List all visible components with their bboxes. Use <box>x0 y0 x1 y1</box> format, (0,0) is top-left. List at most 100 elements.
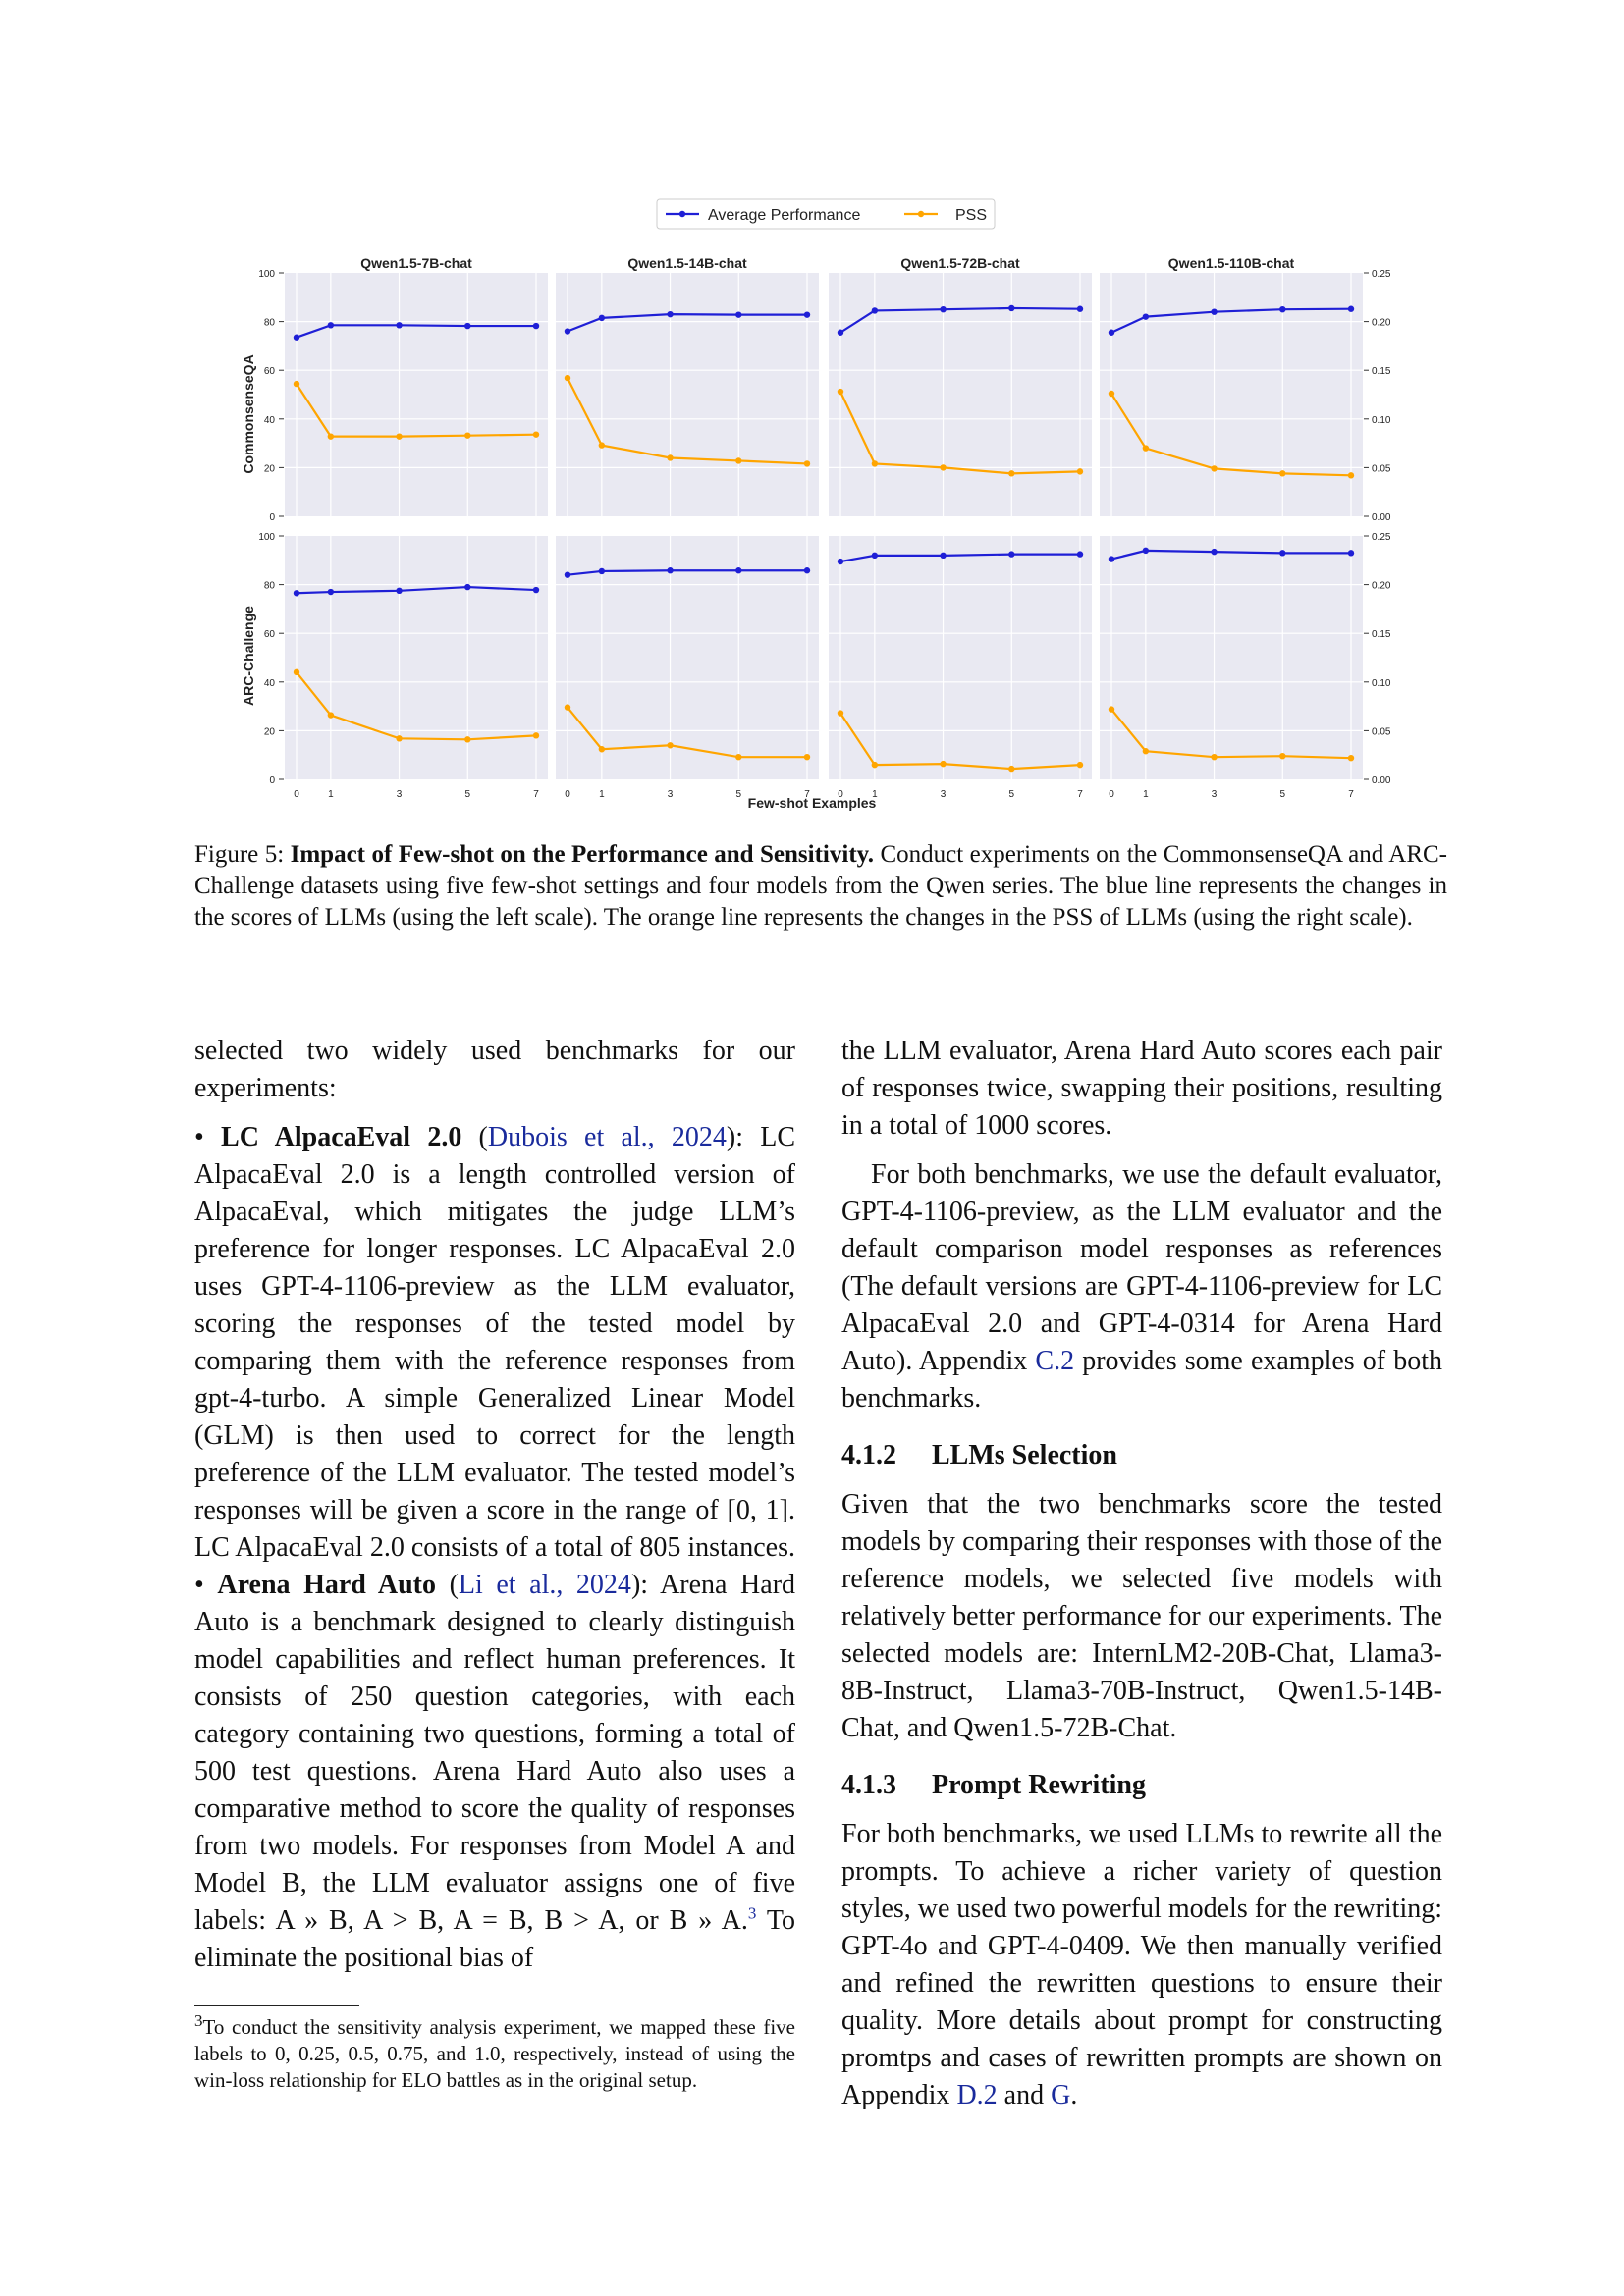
pss-point <box>667 454 674 461</box>
x-tick-label: 3 <box>1212 789 1218 800</box>
left-tick-label: 60 <box>264 366 276 377</box>
performance-point <box>871 307 879 314</box>
pss-point <box>837 710 844 717</box>
right-tick-label: 0.25 <box>1372 269 1391 280</box>
footnote-ref[interactable]: 3 <box>747 1903 757 1923</box>
right-tick-label: 0.20 <box>1372 581 1391 592</box>
section-number: 4.1.2 <box>841 1440 896 1470</box>
performance-point <box>803 311 811 318</box>
x-tick-label: 1 <box>1143 789 1149 800</box>
x-tick-label: 5 <box>1280 789 1286 800</box>
performance-point <box>1076 305 1084 312</box>
performance-point <box>1142 547 1150 555</box>
caption-title: Impact of Few-shot on the Performance an… <box>290 841 875 868</box>
pss-point <box>396 433 403 440</box>
left-tick-label: 40 <box>264 678 276 689</box>
performance-point <box>532 322 540 330</box>
performance-point <box>464 322 471 330</box>
row-label-arc-challenge: ARC-Challenge <box>241 606 256 706</box>
pss-point <box>1279 752 1286 760</box>
performance-point <box>598 314 606 322</box>
pss-point <box>803 753 811 761</box>
left-tick-label: 0 <box>269 512 275 523</box>
pss-point <box>598 442 606 449</box>
performance-point <box>735 567 742 574</box>
panel-title: Qwen1.5-7B-chat <box>360 255 472 271</box>
paragraph-text: For both benchmarks, we used LLMs to rew… <box>841 1819 1442 2110</box>
panel-background <box>829 273 1092 516</box>
x-tick-label: 3 <box>397 789 403 800</box>
performance-point <box>667 567 674 574</box>
pss-point <box>1347 472 1355 479</box>
bullet-lc-alpacaeval: • LC AlpacaEval 2.0 (Dubois et al., 2024… <box>194 1122 796 1563</box>
performance-point <box>1347 305 1355 312</box>
x-tick-label: 7 <box>533 789 539 800</box>
performance-point <box>464 583 471 591</box>
left-tick-label: 0 <box>269 775 275 786</box>
performance-point <box>327 322 335 329</box>
x-axis-label: Few-shot Examples <box>748 795 877 811</box>
paragraph: Given that the two benchmarks score the … <box>841 1489 1442 1743</box>
performance-point <box>327 588 335 596</box>
pss-point <box>1008 765 1015 773</box>
performance-point <box>1008 304 1015 312</box>
paragraph-text: and <box>1003 2080 1045 2110</box>
appendix-link[interactable]: G <box>1051 2080 1071 2110</box>
pss-point <box>871 761 879 769</box>
x-tick-label: 1 <box>599 789 605 800</box>
x-tick-label: 7 <box>1348 789 1354 800</box>
pss-point <box>1008 470 1015 477</box>
performance-point <box>1347 550 1355 557</box>
footnote-text: To conduct the sensitivity analysis expe… <box>194 2015 795 2092</box>
right-tick-label: 0.25 <box>1372 532 1391 543</box>
figure-caption: Figure 5: Impact of Few-shot on the Perf… <box>194 839 1447 934</box>
paragraph: For both benchmarks, we use the default … <box>841 1156 1442 1417</box>
pss-point <box>327 433 335 440</box>
pss-point <box>1211 753 1218 761</box>
performance-point <box>1008 551 1015 558</box>
pss-point <box>564 704 571 711</box>
figure-5: Average Performance PSS Qwen1.5-7B-chat Q… <box>241 198 1391 811</box>
pss-point <box>1347 754 1355 762</box>
right-tick-label: 0.15 <box>1372 366 1391 377</box>
row-label-commonsenseqa: CommonsenseQA <box>241 354 256 473</box>
pss-point <box>293 380 300 388</box>
pss-point <box>1142 748 1150 755</box>
x-tick-label: 5 <box>736 789 742 800</box>
pss-point <box>1076 761 1084 769</box>
bullet-text: LC AlpacaEval 2.0 is a length controlled… <box>194 1122 796 1563</box>
right-tick-label: 0.10 <box>1372 415 1391 426</box>
pss-point <box>940 760 947 768</box>
paragraph-text: . <box>1070 2080 1078 2110</box>
panel-background <box>829 536 1092 779</box>
section-title: LLMs Selection <box>932 1440 1117 1470</box>
performance-point <box>871 552 879 560</box>
pss-point <box>564 374 571 382</box>
appendix-link[interactable]: C.2 <box>1035 1346 1075 1376</box>
footnote-rule <box>194 2005 359 2006</box>
performance-point <box>564 328 571 335</box>
performance-point <box>532 586 540 594</box>
pss-point <box>1108 390 1115 398</box>
performance-point <box>1279 550 1286 557</box>
performance-point <box>1279 306 1286 313</box>
citation-link[interactable]: Li et al., 2024 <box>458 1570 631 1600</box>
appendix-link[interactable]: D.2 <box>956 2080 998 2110</box>
performance-point <box>598 567 606 575</box>
paragraph: the LLM evaluator, Arena Hard Auto score… <box>841 1036 1442 1141</box>
performance-point <box>293 334 300 341</box>
right-tick-label: 0.05 <box>1372 463 1391 474</box>
section-title: Prompt Rewriting <box>932 1770 1146 1800</box>
bullet-title: LC AlpacaEval 2.0 <box>221 1122 462 1152</box>
citation-link[interactable]: Dubois et al., 2024 <box>487 1122 727 1152</box>
performance-point <box>1211 308 1218 315</box>
performance-point <box>396 322 403 329</box>
performance-point <box>940 306 947 313</box>
performance-point <box>1108 556 1115 562</box>
paragraph: selected two widely used benchmarks for … <box>194 1036 795 1103</box>
paragraph: For both benchmarks, we used LLMs to rew… <box>841 1816 1442 2114</box>
performance-point <box>1211 548 1218 556</box>
left-tick-label: 80 <box>264 318 276 329</box>
panel-title: Qwen1.5-72B-chat <box>900 255 1020 271</box>
left-tick-label: 100 <box>258 269 275 280</box>
